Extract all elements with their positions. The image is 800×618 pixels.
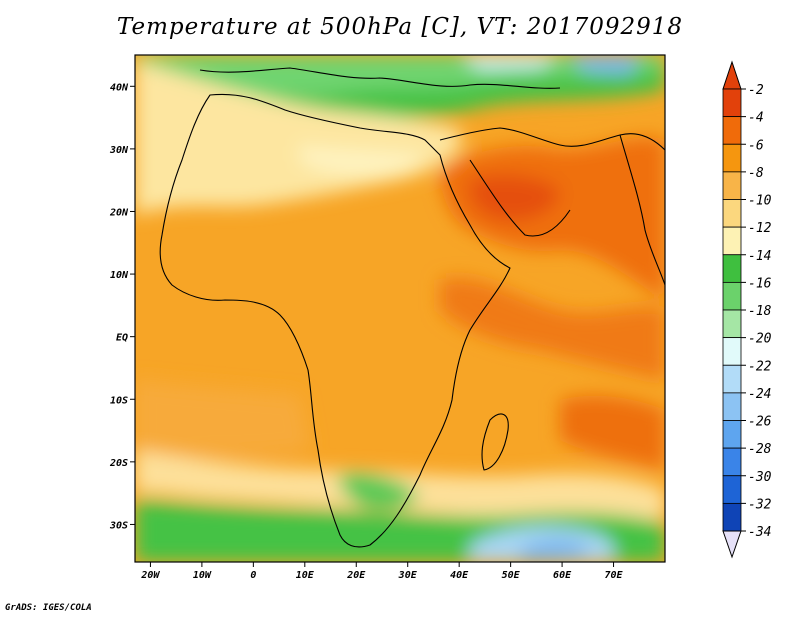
- longitude-axis: 20W 10W 0 10E 20E 30E 40E 50E 60E 70E: [140, 562, 624, 581]
- lat-tick-label: 20S: [109, 458, 128, 469]
- colorbar-segment: [722, 337, 742, 366]
- colorbar-label: -14: [748, 249, 771, 264]
- colorbar-label: -22: [748, 359, 772, 374]
- lat-tick-label: 10N: [110, 270, 129, 281]
- colorbar-segment: [722, 309, 742, 339]
- colorbar: -2 -4 -6 -8 -10 -12 -14 -16 -18 -20 -22 -24 -26 -28 -3…: [722, 60, 772, 559]
- lat-tick-label: 20N: [109, 207, 129, 218]
- colorbar-segment: [722, 447, 742, 477]
- map-frame: [134, 54, 666, 563]
- lat-tick-label: 30N: [109, 145, 129, 156]
- latitude-axis: 40N 30N 20N 10N EQ 10S 20S 30S: [109, 82, 135, 531]
- lon-tick-label: 40E: [450, 570, 469, 581]
- colorbar-label: -4: [748, 111, 764, 126]
- colorbar-label: -12: [748, 221, 772, 236]
- coastlines: [159, 67, 665, 548]
- colorbar-label: -32: [748, 497, 772, 512]
- colorbar-label: -34: [748, 525, 771, 540]
- colorbar-bottom-arrow: [722, 530, 742, 559]
- colorbar-top-arrow: [722, 60, 742, 90]
- lon-tick-label: 10W: [193, 570, 212, 581]
- lon-tick-label: 20W: [140, 570, 160, 581]
- colorbar-segment: [722, 281, 742, 311]
- colorbar-label: -2: [748, 83, 764, 98]
- colorbar-segment: [722, 116, 742, 145]
- colorbar-label: -30: [748, 470, 772, 485]
- lat-tick-label: 10S: [110, 395, 128, 406]
- lon-tick-label: 60E: [553, 570, 572, 581]
- map-title: Temperature at 500hPa [C], VT: 201709291…: [116, 14, 684, 40]
- lat-tick-label: 40N: [110, 82, 129, 93]
- colorbar-segment: [722, 199, 742, 228]
- colorbar-segment: [722, 392, 742, 421]
- temperature-field: [135, 55, 665, 562]
- credit-text: GrADS: IGES/COLA: [5, 603, 92, 613]
- lat-tick-label: EQ: [116, 333, 128, 344]
- colorbar-segment: [722, 88, 742, 118]
- lon-tick-label: 70E: [605, 570, 624, 581]
- lon-tick-label: 0: [250, 570, 256, 581]
- colorbar-segment: [722, 420, 742, 449]
- colorbar-segment: [722, 254, 742, 283]
- colorbar-label: -28: [748, 442, 772, 457]
- lon-tick-label: 30E: [398, 570, 418, 581]
- lon-tick-label: 50E: [502, 570, 521, 581]
- colorbar-segment: [722, 143, 742, 173]
- colorbar-segment: [722, 475, 742, 504]
- colorbar-segment: [722, 502, 742, 532]
- lat-tick-label: 30S: [109, 520, 128, 531]
- colorbar-label: -20: [748, 332, 772, 347]
- colorbar-label: -24: [748, 387, 771, 402]
- colorbar-segment: [722, 226, 742, 256]
- lon-tick-label: 20E: [346, 570, 366, 581]
- colorbar-label: -18: [748, 304, 772, 319]
- colorbar-label: -8: [748, 166, 764, 181]
- colorbar-label: -6: [748, 138, 764, 153]
- colorbar-label: -16: [748, 276, 772, 291]
- colorbar-label: -26: [748, 415, 772, 430]
- colorbar-segment: [722, 364, 742, 394]
- lon-tick-label: 10E: [296, 570, 315, 581]
- colorbar-label: -10: [748, 194, 772, 209]
- colorbar-segment: [722, 171, 742, 200]
